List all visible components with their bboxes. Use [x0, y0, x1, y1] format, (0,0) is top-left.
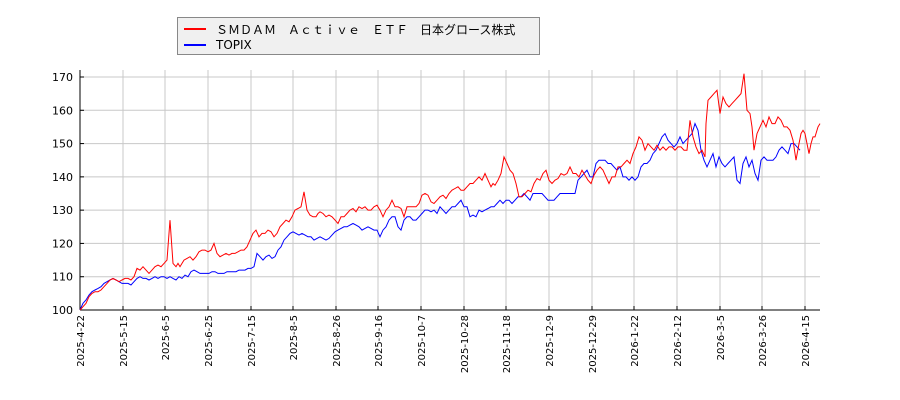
x-tick-label: 2025-7-15: [247, 315, 258, 367]
x-tick-label: 2025-12-9: [545, 315, 556, 367]
legend-swatch-blue: [184, 44, 206, 46]
y-tick-label: 140: [52, 171, 73, 184]
series-line-topix: [79, 122, 801, 311]
y-axis-labels: 100 110 120 130 140 150 160 170: [52, 71, 84, 317]
y-tick-label: 170: [52, 71, 73, 84]
x-tick-label: 2025-8-26: [332, 315, 343, 367]
y-tick-label: 100: [52, 304, 73, 317]
legend-item-smdam: ＳＭＤＡＭ Ａｃｔｉｖｅ ＥＴＦ 日本グロース株式: [184, 21, 515, 37]
x-tick-label: 2025-12-29: [588, 315, 599, 373]
x-tick-label: 2025-11-18: [502, 315, 513, 373]
x-axis-labels: 2025-4-22 2025-5-15 2025-6-5 2025-6-25 2025-…: [76, 306, 812, 373]
x-tick-label: 2025-5-15: [119, 315, 130, 367]
y-tick-label: 110: [52, 271, 73, 284]
series-line-smdam: [79, 73, 821, 311]
x-tick-label: 2026-3-26: [758, 315, 769, 367]
grid: [79, 70, 820, 311]
legend: ＳＭＤＡＭ Ａｃｔｉｖｅ ＥＴＦ 日本グロース株式 TOPIX: [177, 17, 540, 55]
x-tick-label: 2026-4-15: [801, 315, 812, 367]
x-tick-label: 2026-2-12: [673, 315, 684, 367]
legend-label: TOPIX: [216, 38, 252, 52]
y-tick-label: 150: [52, 138, 73, 151]
x-tick-label: 2025-10-28: [460, 315, 471, 373]
y-tick-label: 130: [52, 204, 73, 217]
x-tick-label: 2025-6-25: [204, 315, 215, 367]
x-tick-label: 2025-10-7: [417, 315, 428, 367]
x-tick-label: 2025-8-5: [289, 315, 300, 360]
legend-label: ＳＭＤＡＭ Ａｃｔｉｖｅ ＥＴＦ 日本グロース株式: [216, 22, 516, 37]
x-tick-label: 2025-4-22: [76, 315, 87, 367]
x-tick-label: 2025-9-16: [374, 315, 385, 367]
x-tick-label: 2026-3-5: [716, 315, 727, 360]
legend-swatch-red: [184, 28, 206, 30]
x-tick-label: 2025-6-5: [161, 315, 172, 360]
x-tick-label: 2026-1-22: [630, 315, 641, 367]
legend-item-topix: TOPIX: [184, 37, 252, 53]
y-tick-label: 160: [52, 104, 73, 117]
y-tick-label: 120: [52, 237, 73, 250]
